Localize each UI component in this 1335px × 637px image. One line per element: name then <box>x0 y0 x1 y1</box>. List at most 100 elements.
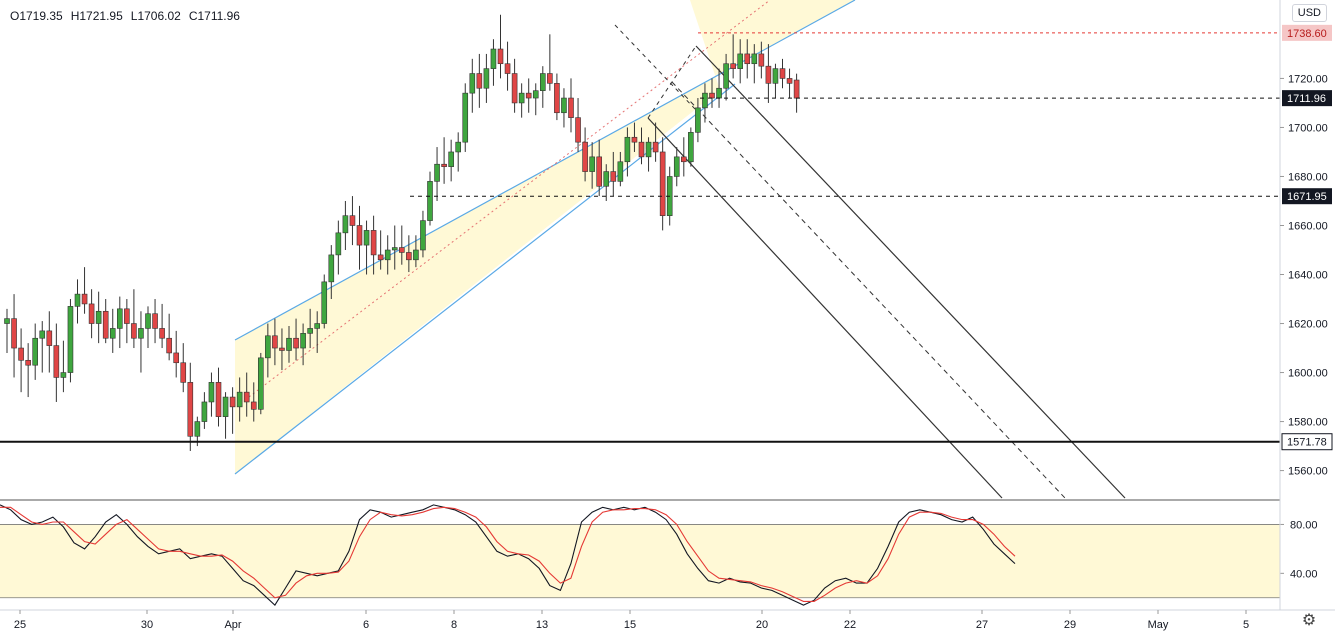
price-tick-label: 1720.00 <box>1288 73 1328 85</box>
candle <box>152 299 158 344</box>
gear-icon[interactable]: ⚙ <box>1301 612 1317 629</box>
candle <box>18 328 24 393</box>
candle-body <box>349 215 356 226</box>
time-tick-label: Apr <box>224 619 241 631</box>
candle-body <box>476 73 483 89</box>
candle-body <box>243 391 250 403</box>
candle-body <box>67 306 74 373</box>
fork-lower-line <box>647 117 1003 499</box>
candle <box>631 122 638 152</box>
candle-body <box>554 83 560 114</box>
candle-body <box>441 163 447 167</box>
candle-body <box>631 136 638 143</box>
time-tick-label: 15 <box>624 619 636 631</box>
candle <box>272 318 278 366</box>
candle <box>222 392 229 439</box>
candle-body <box>81 293 88 305</box>
candle-body <box>702 92 708 109</box>
candle-body <box>272 335 278 349</box>
fork-handle-line <box>614 24 697 111</box>
candle-body <box>328 254 335 283</box>
candle <box>673 147 680 187</box>
candle-body <box>229 396 236 408</box>
close-value: C1711.96 <box>188 9 240 23</box>
candle <box>497 14 504 79</box>
candle <box>60 340 67 393</box>
candle-body <box>4 318 10 324</box>
candle <box>229 387 236 434</box>
candle-body <box>25 359 31 366</box>
price-label-box <box>1281 433 1333 451</box>
candle <box>377 230 384 270</box>
candle-body <box>462 92 469 143</box>
candle <box>384 235 391 275</box>
candle-body <box>709 92 715 99</box>
candle <box>74 279 81 324</box>
candle <box>257 352 264 415</box>
candle <box>243 372 250 417</box>
candle <box>561 88 567 128</box>
time-tick-label: May <box>1148 619 1169 631</box>
candle <box>81 267 88 314</box>
candle-body <box>504 63 511 74</box>
candle <box>772 63 779 99</box>
candle <box>187 362 194 451</box>
candle <box>765 44 772 103</box>
candle-body <box>159 328 165 339</box>
candle-body <box>413 249 419 261</box>
candle-body <box>377 254 384 261</box>
stoch-pane: 40.00 80.00 <box>0 499 1318 606</box>
time-axis[interactable]: 25 30 Apr 6 8 13 15 20 22 27 29 May 5 <box>0 609 1335 631</box>
candle-body <box>695 107 701 133</box>
price-axis[interactable]: 1560.00 1580.00 1600.00 1620.00 1640.00 1660.… <box>1279 0 1333 610</box>
candle <box>159 303 165 349</box>
candle <box>39 321 46 373</box>
candle-body <box>758 53 765 67</box>
candle <box>455 132 462 172</box>
candle <box>589 142 595 189</box>
candle-body <box>60 372 67 378</box>
candle-body <box>265 335 271 359</box>
candle <box>102 299 109 344</box>
candle-body <box>617 161 624 182</box>
candle <box>335 220 342 275</box>
candle-body <box>307 328 313 334</box>
currency-badge[interactable]: USD <box>1291 4 1327 22</box>
candle-body <box>370 230 377 256</box>
candle <box>427 171 433 226</box>
candle <box>420 210 426 258</box>
candle-body <box>716 87 722 99</box>
time-tick-label: 8 <box>451 619 457 631</box>
candle-body <box>173 352 179 364</box>
price-label-text: 1738.60 <box>1287 28 1327 40</box>
price-tick-label: 1600.00 <box>1288 368 1328 380</box>
time-tick-label: 25 <box>14 619 26 631</box>
candle <box>208 372 215 417</box>
price-label-box <box>1282 188 1332 205</box>
candle <box>250 382 257 422</box>
candle <box>286 325 292 363</box>
candle-body <box>124 308 130 324</box>
candle <box>723 53 729 101</box>
candle-body <box>518 92 525 104</box>
candle <box>406 235 412 273</box>
candle <box>448 139 454 182</box>
candle <box>645 137 652 172</box>
price-tick-label: 1700.00 <box>1288 122 1328 134</box>
price-label-text: 1711.96 <box>1287 93 1326 105</box>
candle <box>680 137 687 177</box>
price-label-box <box>1282 24 1332 41</box>
candle <box>215 367 222 427</box>
candle <box>314 311 321 353</box>
candle <box>32 323 39 380</box>
candle <box>617 151 624 187</box>
candle <box>11 294 17 378</box>
candle <box>469 58 476 113</box>
candle-body <box>236 391 243 408</box>
candle-body <box>532 90 539 99</box>
candle <box>117 296 123 349</box>
candle-body <box>208 382 215 403</box>
candle-body <box>744 53 751 65</box>
candle-body <box>102 310 109 339</box>
